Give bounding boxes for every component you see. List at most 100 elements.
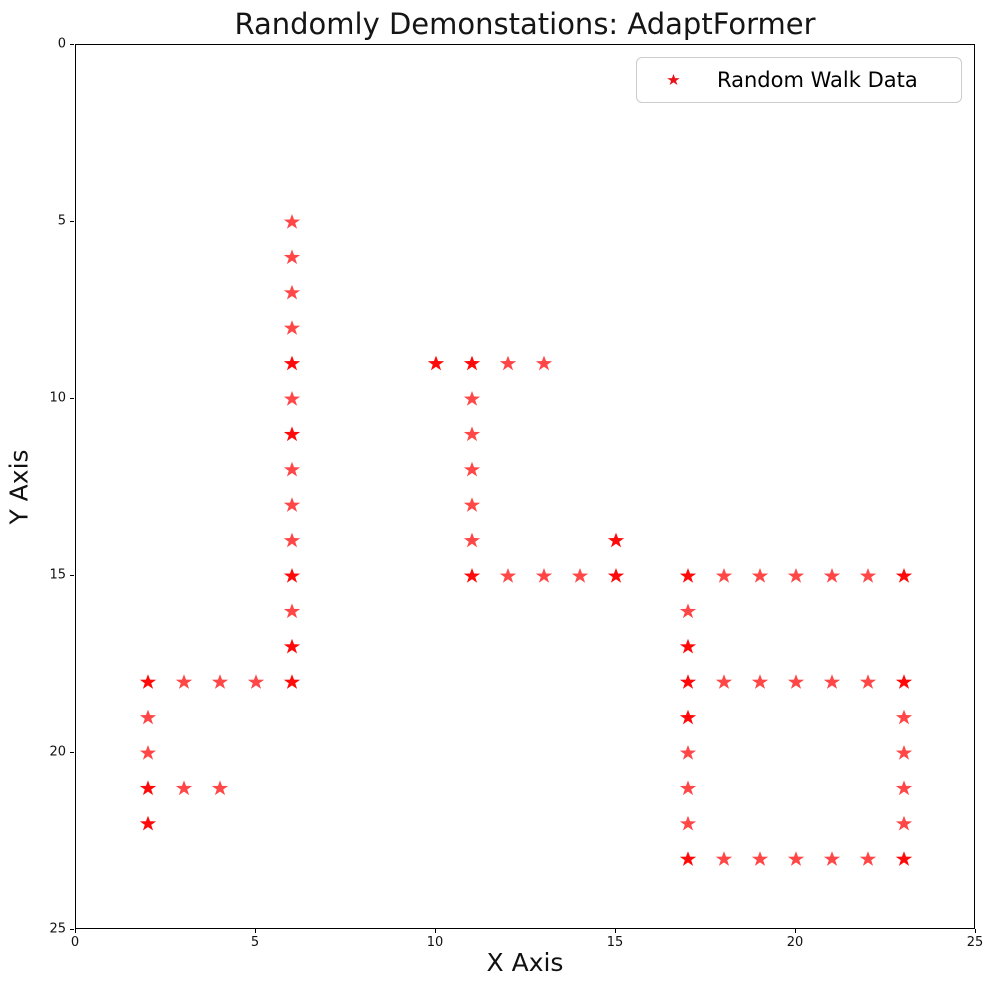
data-point-star	[823, 568, 841, 583]
data-point-star	[175, 780, 193, 796]
data-point-star	[139, 674, 157, 689]
y-axis-tick-label: 5	[57, 213, 66, 229]
data-point-star	[895, 780, 913, 796]
data-point-star	[859, 568, 877, 583]
x-axis-tick	[75, 929, 76, 933]
data-point-star	[679, 745, 697, 760]
data-point-star	[535, 355, 553, 371]
data-point-star	[715, 568, 733, 583]
y-axis-tick	[70, 575, 74, 576]
data-point-star	[679, 780, 697, 796]
data-point-star	[463, 426, 481, 442]
data-point-star	[283, 461, 301, 477]
data-point-star	[283, 638, 301, 654]
data-point-star	[751, 674, 769, 689]
data-point-star	[139, 815, 157, 831]
y-axis-tick-label: 0	[57, 36, 66, 52]
y-axis-label: Y Axis	[4, 449, 34, 525]
data-point-star	[535, 568, 553, 583]
data-point-star	[283, 284, 301, 300]
data-point-star	[247, 674, 265, 689]
y-axis-tick-label: 15	[49, 567, 66, 583]
data-point-star	[679, 851, 697, 866]
data-point-star	[463, 532, 481, 548]
y-axis-tick-label: 25	[49, 921, 66, 937]
y-axis-tick-label: 20	[49, 744, 66, 760]
x-axis-tick	[615, 929, 616, 933]
x-axis-tick	[435, 929, 436, 933]
data-point-star	[283, 674, 301, 689]
data-point-star	[427, 355, 445, 371]
data-point-star	[211, 780, 229, 796]
data-point-star	[895, 815, 913, 831]
x-axis-tick-label: 5	[250, 935, 260, 950]
y-axis-tick	[70, 929, 74, 930]
data-point-star	[751, 851, 769, 866]
data-point-star	[859, 851, 877, 866]
data-point-star	[139, 709, 157, 725]
data-point-star	[895, 709, 913, 725]
legend-star-icon	[667, 74, 680, 86]
data-point-star	[895, 851, 913, 866]
x-axis-tick	[795, 929, 796, 933]
data-point-star	[139, 745, 157, 760]
data-point-star	[463, 391, 481, 406]
data-point-star	[283, 497, 301, 512]
data-point-star	[463, 497, 481, 512]
x-axis-tick-label: 25	[966, 935, 984, 950]
x-axis-tick-label: 15	[606, 935, 624, 950]
x-axis-label: X Axis	[486, 948, 564, 977]
data-point-star	[283, 568, 301, 583]
data-point-star	[859, 674, 877, 689]
data-point-star	[283, 214, 301, 229]
data-point-star	[715, 851, 733, 866]
data-point-star	[139, 780, 157, 796]
data-point-star	[715, 674, 733, 689]
data-point-star	[679, 568, 697, 583]
data-point-star	[463, 461, 481, 477]
data-point-star	[823, 674, 841, 689]
chart-title: Randomly Demonstations: AdaptFormer	[234, 7, 816, 41]
y-axis-tick	[70, 221, 74, 222]
data-point-star	[283, 391, 301, 406]
data-point-star	[787, 568, 805, 583]
x-axis-tick-label: 20	[786, 935, 804, 950]
data-point-star	[283, 426, 301, 442]
data-point-star	[175, 674, 193, 689]
data-point-star	[895, 568, 913, 583]
data-point-star	[679, 815, 697, 831]
data-point-star	[607, 568, 625, 583]
data-point-star	[283, 249, 301, 265]
x-axis-tick	[255, 929, 256, 933]
x-axis-tick-label: 10	[426, 935, 444, 950]
data-point-star	[607, 532, 625, 548]
x-axis-tick-label: 0	[70, 935, 80, 950]
data-point-star	[823, 851, 841, 866]
y-axis-tick-label: 10	[49, 390, 66, 406]
legend: Random Walk Data	[636, 57, 962, 103]
y-axis-tick	[70, 752, 74, 753]
data-point-star	[283, 320, 301, 335]
legend-label: Random Walk Data	[717, 68, 918, 92]
data-point-star	[283, 532, 301, 548]
data-point-star	[211, 674, 229, 689]
y-axis-tick	[70, 44, 74, 45]
data-point-star	[787, 851, 805, 866]
plot-area	[75, 44, 975, 929]
x-axis-tick	[975, 929, 976, 933]
data-point-star	[679, 709, 697, 725]
data-point-star	[499, 568, 517, 583]
data-point-star	[787, 674, 805, 689]
data-point-star	[283, 603, 301, 619]
data-point-star	[679, 638, 697, 654]
data-point-star	[571, 568, 589, 583]
data-point-star	[283, 355, 301, 371]
data-point-star	[499, 355, 517, 371]
data-point-star	[679, 603, 697, 619]
data-point-star	[679, 674, 697, 689]
data-point-star	[751, 568, 769, 583]
y-axis-tick	[70, 398, 74, 399]
data-point-star	[895, 745, 913, 760]
data-point-star	[463, 355, 481, 371]
